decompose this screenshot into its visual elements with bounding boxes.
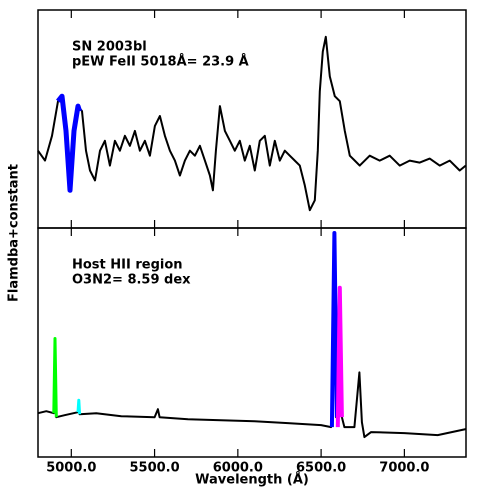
spectrum-line: [335, 285, 344, 428]
annotation: O3N2= 8.59 dex: [72, 273, 191, 288]
x-tick-label: 6500.0: [296, 461, 346, 476]
spectrum-line: [76, 398, 82, 415]
x-tick-label: 5000.0: [46, 461, 96, 476]
spectrum-line: [56, 93, 82, 193]
bottom-frame: [37, 227, 467, 458]
x-tick-label: 5500.0: [129, 461, 179, 476]
spectrum-line: [37, 35, 467, 212]
y-axis-label: Flamdba+constant: [7, 164, 22, 302]
spectrum-line: [329, 231, 339, 428]
annotation: Host HII region: [72, 258, 183, 273]
spectrum-line: [37, 232, 466, 439]
spectrum-line: [52, 337, 58, 418]
annotation: SN 2003bl: [72, 40, 147, 55]
annotation: pEW FeII 5018Å= 23.9 Å: [72, 54, 249, 70]
x-axis-label: Wavelength (Å): [195, 472, 309, 488]
x-tick-label: 7000.0: [379, 461, 429, 476]
x-tick-label: 6000.0: [213, 461, 263, 476]
